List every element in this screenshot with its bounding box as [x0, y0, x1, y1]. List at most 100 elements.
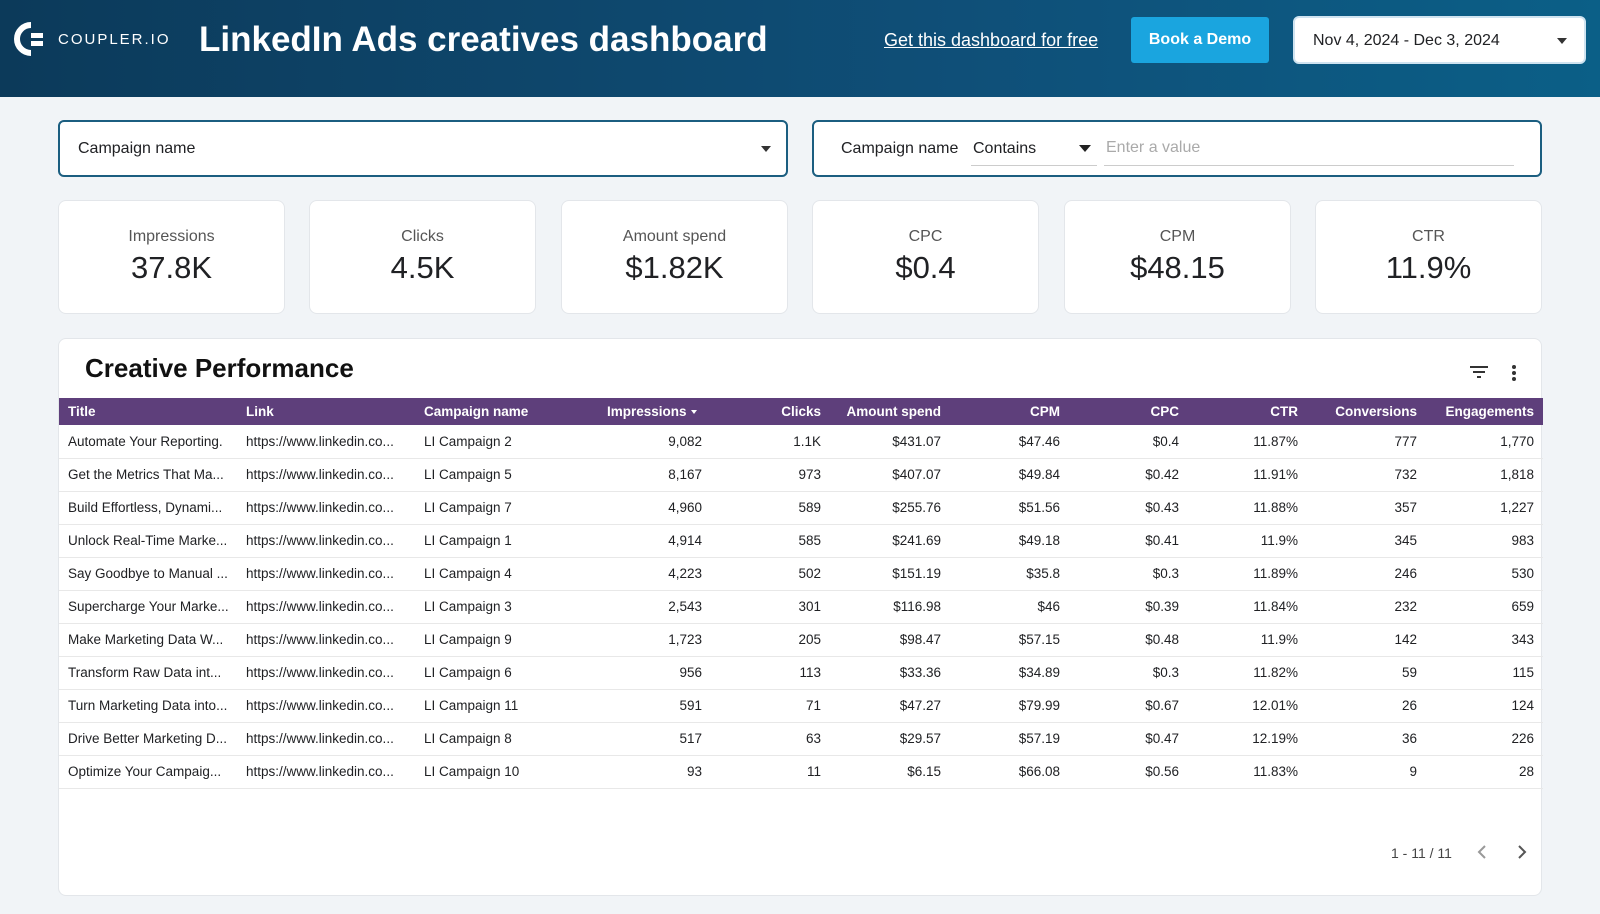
table-cell: https://www.linkedin.co... — [237, 722, 415, 756]
table-row: Turn Marketing Data into... https://www.l… — [59, 689, 1543, 723]
kpi-value: $1.82K — [625, 250, 724, 285]
table-cell: $0.56 — [1069, 755, 1188, 789]
campaign-dropdown[interactable]: Campaign name — [58, 120, 788, 177]
demo-button[interactable]: Book a Demo — [1131, 17, 1269, 63]
column-header[interactable]: Conversions — [1307, 398, 1426, 425]
operator-select[interactable]: Contains — [971, 130, 1097, 166]
column-title: Engagements — [1445, 404, 1534, 419]
prev-page[interactable] — [1477, 844, 1487, 860]
table-cell: $0.43 — [1069, 491, 1188, 525]
table-cell: Turn Marketing Data into... — [59, 689, 237, 723]
kpi-value: $48.15 — [1130, 250, 1225, 285]
filter-icon[interactable] — [1469, 365, 1489, 379]
table-cell: Make Marketing Data W... — [59, 623, 237, 657]
table-cell: https://www.linkedin.co... — [237, 557, 415, 591]
column-header[interactable]: Campaign name — [415, 398, 593, 425]
table-cell: 205 — [711, 623, 830, 657]
table-cell: 113 — [711, 656, 830, 690]
kpi-label: Impressions — [128, 228, 215, 245]
table-cell: 246 — [1307, 557, 1426, 591]
header-row: Title Link Campaign name Impressions Clicks A… — [59, 398, 1543, 425]
table-cell: 12.01% — [1188, 689, 1307, 723]
column-header[interactable]: Clicks — [711, 398, 830, 425]
table-cell: 11.88% — [1188, 491, 1307, 525]
table-cell: $49.18 — [950, 524, 1069, 558]
table-row: Drive Better Marketing D... https://www.l… — [59, 722, 1543, 756]
table-cell: $0.3 — [1069, 557, 1188, 591]
table-cell: 591 — [593, 689, 711, 723]
logo[interactable]: COUPLER.IO — [14, 22, 171, 56]
column-title: CPC — [1150, 404, 1179, 419]
table-cell: 11.91% — [1188, 458, 1307, 492]
table-cell: 1,227 — [1426, 491, 1543, 525]
table-cell: 11.89% — [1188, 557, 1307, 591]
table-row: Get the Metrics That Ma... https://www.li… — [59, 458, 1543, 492]
table-cell: Unlock Real-Time Marke... — [59, 524, 237, 558]
table-cell: $116.98 — [830, 590, 950, 624]
menu-icon[interactable] — [1511, 364, 1517, 382]
table-cell: 63 — [711, 722, 830, 756]
kpi-label: Clicks — [401, 228, 444, 245]
table-cell: 357 — [1307, 491, 1426, 525]
kpi-value: 11.9% — [1385, 250, 1472, 285]
table-cell: $51.56 — [950, 491, 1069, 525]
table-cell: 4,223 — [593, 557, 711, 591]
table-cell: 9 — [1307, 755, 1426, 789]
table-cell: 983 — [1426, 524, 1543, 558]
next-page[interactable] — [1517, 844, 1527, 860]
column-header[interactable]: CPC — [1069, 398, 1188, 425]
table-cell: 226 — [1426, 722, 1543, 756]
table-cell: Say Goodbye to Manual ... — [59, 557, 237, 591]
kpi-value: $0.4 — [895, 250, 956, 285]
table-row: Unlock Real-Time Marke... https://www.lin… — [59, 524, 1543, 558]
table-cell: LI Campaign 5 — [415, 458, 593, 492]
table-cell: $79.99 — [950, 689, 1069, 723]
column-header[interactable]: CTR — [1188, 398, 1307, 425]
table-cell: $255.76 — [830, 491, 950, 525]
kpi-card: CPM $48.15 — [1064, 200, 1291, 314]
table-cell: 11 — [711, 755, 830, 789]
table-cell: $57.15 — [950, 623, 1069, 657]
table-cell: 1,818 — [1426, 458, 1543, 492]
table-cell: 4,960 — [593, 491, 711, 525]
column-header[interactable]: Impressions — [593, 398, 711, 425]
table-cell: LI Campaign 8 — [415, 722, 593, 756]
table-cell: 973 — [711, 458, 830, 492]
table-cell: $35.8 — [950, 557, 1069, 591]
table-cell: 956 — [593, 656, 711, 690]
table-cell: $0.42 — [1069, 458, 1188, 492]
dropdown-arrow — [1079, 145, 1091, 152]
table-cell: 1,770 — [1426, 425, 1543, 459]
table-cell: $57.19 — [950, 722, 1069, 756]
table-cell: 9,082 — [593, 425, 711, 459]
table-cell: $49.84 — [950, 458, 1069, 492]
page-title: LinkedIn Ads creatives dashboard — [199, 20, 768, 59]
filter-label: Campaign name — [841, 140, 959, 157]
table-cell: 1.1K — [711, 425, 830, 459]
promo-link[interactable]: Get this dashboard for free — [884, 30, 1099, 50]
column-header[interactable]: CPM — [950, 398, 1069, 425]
column-title: Link — [246, 404, 274, 419]
column-header[interactable]: Link — [237, 398, 415, 425]
table-cell: $34.89 — [950, 656, 1069, 690]
table-cell: LI Campaign 7 — [415, 491, 593, 525]
table-row: Build Effortless, Dynami... https://www.l… — [59, 491, 1543, 525]
column-header[interactable]: Title — [59, 398, 237, 425]
date-picker[interactable]: Nov 4, 2024 - Dec 3, 2024 — [1293, 16, 1586, 64]
kpi-value: 37.8K — [130, 250, 212, 285]
table-cell: 732 — [1307, 458, 1426, 492]
table-cell: 1,723 — [593, 623, 711, 657]
table-cell: LI Campaign 3 — [415, 590, 593, 624]
table-cell: 142 — [1307, 623, 1426, 657]
table-title: Creative Performance — [85, 353, 354, 383]
placeholder: Enter a value — [1106, 139, 1201, 156]
table-row: Make Marketing Data W... https://www.link… — [59, 623, 1543, 657]
value-input[interactable]: Enter a value — [1104, 130, 1514, 166]
column-title: Campaign name — [424, 404, 529, 419]
column-header[interactable]: Engagements — [1426, 398, 1543, 425]
table-card: Creative Performance Title Link Campaign n… — [58, 338, 1543, 896]
column-header[interactable]: Amount spend — [830, 398, 950, 425]
table-cell: $407.07 — [830, 458, 950, 492]
text-filter: Campaign name Contains Enter a value — [812, 120, 1542, 177]
